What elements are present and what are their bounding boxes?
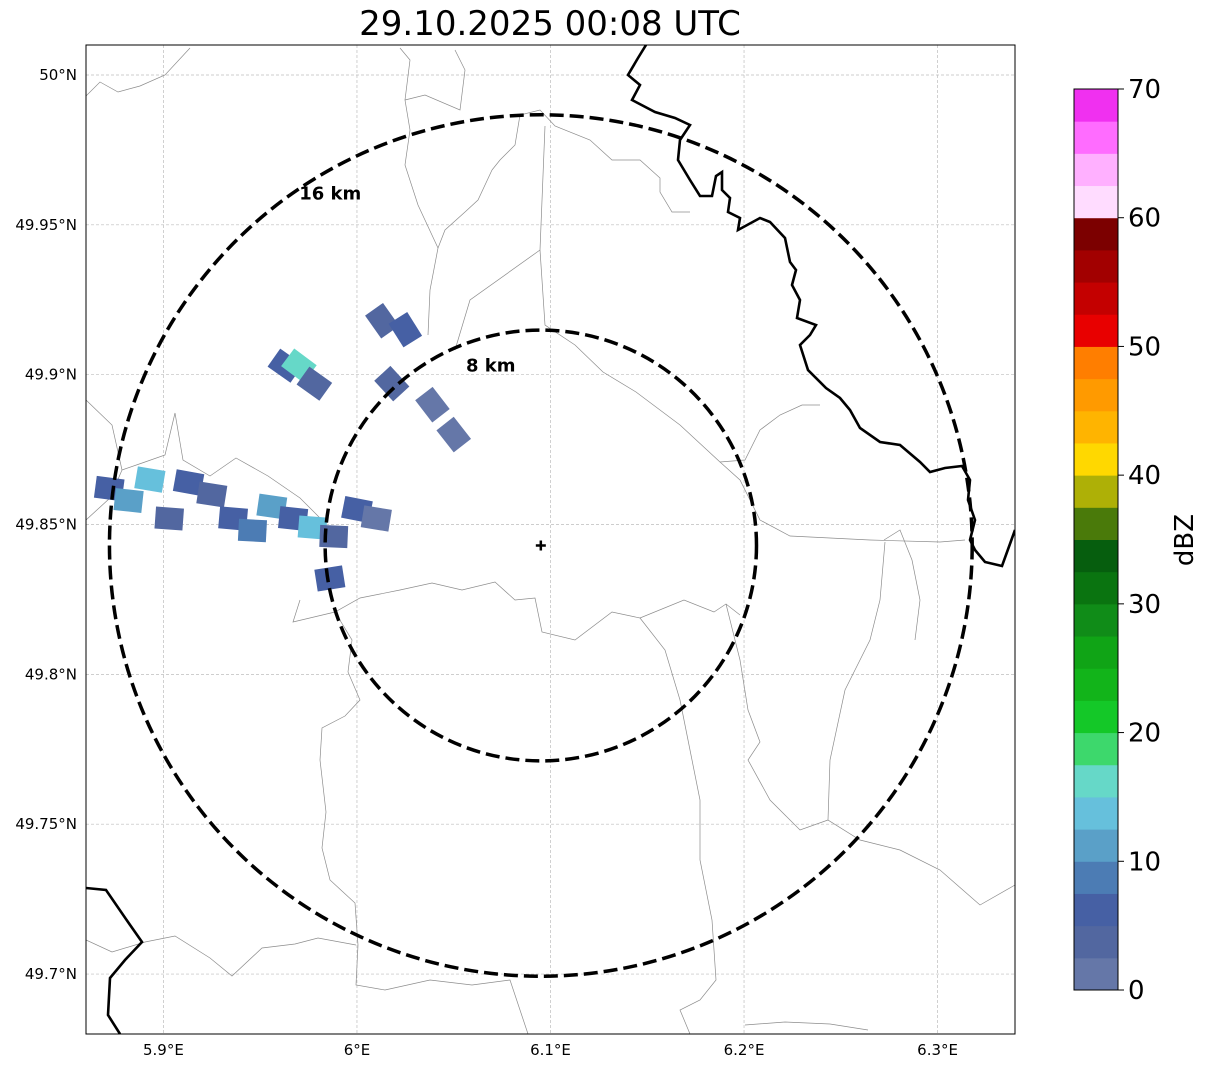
lon-tick-label: 6.2°E: [724, 1041, 765, 1059]
colorbar-tick-label: 50: [1128, 332, 1161, 362]
colorbar-tick-label: 30: [1128, 590, 1161, 620]
echo-cell: [365, 302, 400, 339]
echo-cell: [436, 416, 472, 453]
colorbar-segment: [1074, 893, 1118, 927]
colorbar-segment: [1074, 153, 1118, 187]
boundary-line: [437, 169, 493, 249]
boundary-line: [86, 47, 191, 97]
colorbar-tick-label: 60: [1128, 204, 1161, 234]
colorbar-segment: [1074, 89, 1118, 122]
axis-tick-labels: 5.9°E 6°E 6.1°E 6.2°E 6.3°E 49.7°N 49.75°N 49.8…: [15, 66, 958, 1059]
lat-tick-label: 50°N: [39, 66, 77, 84]
colorbar-segment: [1074, 442, 1118, 476]
echo-cell: [388, 312, 423, 348]
colorbar-segment: [1074, 475, 1118, 508]
colorbar-tick-label: 70: [1128, 75, 1161, 105]
lat-tick-label: 49.8°N: [25, 665, 77, 683]
colorbar-segment: [1074, 603, 1118, 637]
boundary-line: [86, 935, 357, 977]
colorbar-segment: [1074, 861, 1118, 894]
lon-tick-label: 6.1°E: [530, 1041, 571, 1059]
colorbar-segment: [1074, 764, 1118, 798]
colorbar-frame: [1073, 88, 1119, 991]
colorbar-segment: [1074, 796, 1118, 830]
range-ring: [323, 328, 759, 763]
boundary-line: [121, 412, 323, 521]
echo-cell: [314, 565, 346, 592]
boundary-line: [639, 617, 717, 1034]
colorbar-segment: [1074, 507, 1118, 540]
echo-cell: [374, 365, 410, 402]
colorbar-tick-label: 0: [1128, 976, 1145, 1006]
colorbar-segment: [1074, 378, 1118, 412]
colorbar-tick-label: 10: [1128, 847, 1161, 877]
colorbar-segment: [1074, 925, 1118, 959]
lat-tick-label: 49.9°N: [25, 366, 77, 384]
range-ring-label: 16 km: [299, 183, 361, 204]
map-title: 29.10.2025 00:08 UTC: [359, 4, 741, 44]
colorbar-segment: [1074, 249, 1118, 283]
border-line: [86, 886, 144, 1034]
range-rings: 8 km 16 km: [107, 112, 974, 978]
colorbar-segment: [1074, 829, 1118, 862]
colorbar-segment: [1074, 185, 1118, 219]
lon-tick-label: 6°E: [344, 1041, 371, 1059]
lat-tick-label: 49.95°N: [15, 216, 77, 234]
lat-tick-label: 49.7°N: [25, 965, 77, 983]
colorbar-segment: [1074, 957, 1118, 991]
boundary-line: [539, 125, 820, 463]
boundary-line: [744, 1021, 869, 1031]
boundary-line: [491, 109, 690, 213]
echo-cell: [172, 469, 205, 496]
colorbar-tick-label: 20: [1128, 719, 1161, 749]
colorbar-segment: [1074, 121, 1118, 154]
echo-cell: [196, 481, 228, 508]
lon-tick-label: 6.3°E: [917, 1041, 958, 1059]
range-ring-label: 8 km: [466, 355, 516, 376]
colorbar-segment: [1074, 732, 1118, 766]
echo-cell: [296, 366, 333, 401]
border-line: [626, 45, 1015, 568]
echo-cell: [415, 386, 450, 423]
boundary-line: [719, 461, 966, 543]
colorbar-segment: [1074, 571, 1118, 605]
colorbar-segment: [1074, 346, 1118, 380]
echo-cell: [113, 488, 144, 513]
colorbar-label: dBZ: [1170, 514, 1200, 566]
colorbar-segment: [1074, 282, 1118, 315]
colorbar-tick-label: 40: [1128, 461, 1161, 491]
colorbar-segment: [1074, 636, 1118, 669]
echo-cell: [134, 466, 166, 493]
boundary-line: [454, 249, 541, 351]
colorbar-segment: [1074, 217, 1118, 251]
echo-cell: [256, 493, 288, 520]
lat-tick-label: 49.75°N: [15, 815, 77, 833]
lat-tick-label: 49.85°N: [15, 516, 77, 534]
boundary-line: [319, 611, 529, 1034]
boundary-line: [725, 603, 829, 831]
map-frame: [85, 44, 1016, 1035]
lon-tick-label: 5.9°E: [143, 1041, 184, 1059]
echo-cell: [154, 506, 184, 531]
municipal-boundaries: [86, 47, 1015, 1034]
boundary-line: [292, 581, 741, 641]
colorbar-segment: [1074, 314, 1118, 347]
national-borders: [86, 45, 1015, 1034]
range-ring: [107, 112, 974, 978]
boundary-line: [883, 529, 921, 641]
boundary-line: [404, 49, 466, 111]
colorbar-segment: [1074, 539, 1118, 573]
colorbar-segment: [1074, 700, 1118, 734]
boundary-line: [399, 47, 439, 336]
echo-cell: [237, 518, 267, 543]
colorbar-segment: [1074, 668, 1118, 701]
colorbar-segment: [1074, 410, 1118, 444]
radar-site-marker: [535, 540, 546, 551]
echo-cell: [360, 505, 392, 532]
